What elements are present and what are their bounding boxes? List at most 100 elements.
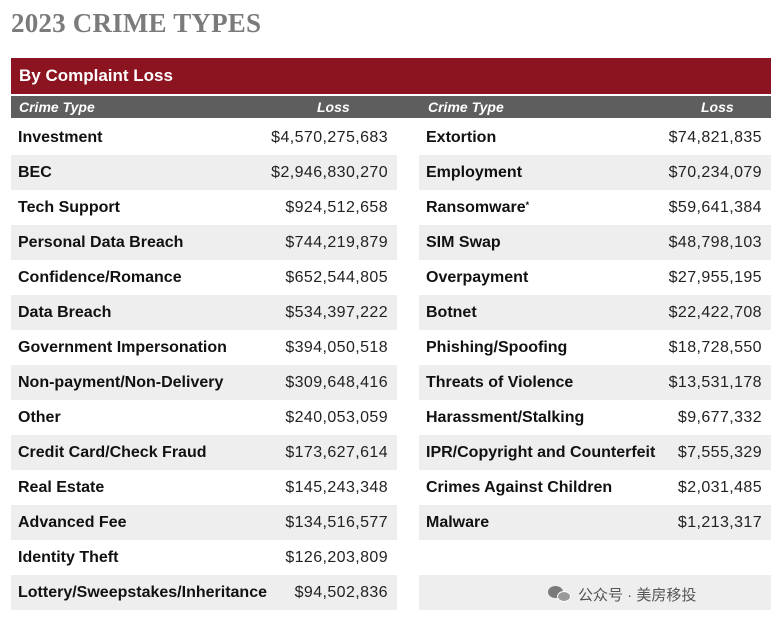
header-crime-type-left: Crime Type bbox=[19, 99, 95, 115]
crime-type-text: Other bbox=[18, 409, 61, 426]
loss-cell: $27,955,195 bbox=[668, 269, 762, 286]
crime-type-text: Confidence/Romance bbox=[18, 269, 182, 286]
table-row bbox=[419, 540, 771, 575]
loss-cell: $126,203,809 bbox=[285, 549, 388, 566]
table-row: Harassment/Stalking $9,677,332 bbox=[419, 400, 771, 435]
crime-type-cell: Real Estate bbox=[18, 470, 104, 505]
table-row: Credit Card/Check Fraud $173,627,614 bbox=[11, 435, 397, 470]
crime-type-cell: Tech Support bbox=[18, 190, 120, 225]
crime-type-text: Overpayment bbox=[426, 269, 529, 286]
table-row: Advanced Fee $134,516,577 bbox=[11, 505, 397, 540]
table-row: Ransomware* $59,641,384 bbox=[419, 190, 771, 225]
crime-type-cell: Advanced Fee bbox=[18, 505, 126, 540]
crime-type-text: Lottery/Sweepstakes/Inheritance bbox=[18, 584, 267, 601]
crime-type-text: Advanced Fee bbox=[18, 514, 127, 531]
crime-type-cell: SIM Swap bbox=[426, 225, 501, 260]
loss-cell: $59,641,384 bbox=[668, 199, 762, 216]
crime-type-text: SIM Swap bbox=[426, 234, 501, 251]
crime-type-text: Harassment/Stalking bbox=[426, 409, 585, 426]
crime-type-cell: BEC bbox=[18, 155, 52, 190]
loss-cell: $1,213,317 bbox=[677, 514, 762, 531]
crime-type-text: Credit Card/Check Fraud bbox=[18, 444, 207, 461]
loss-cell: $7,555,329 bbox=[677, 444, 762, 461]
crime-type-text: Botnet bbox=[426, 304, 477, 321]
loss-cell: $2,031,485 bbox=[677, 479, 762, 496]
crime-type-text: Investment bbox=[18, 129, 103, 146]
crime-type-text: Ransomware bbox=[426, 199, 526, 216]
table-banner: By Complaint Loss bbox=[11, 58, 771, 94]
crime-type-cell: Botnet bbox=[426, 295, 477, 330]
right-column: Extortion $74,821,835 Employment $70,234,07… bbox=[419, 120, 771, 610]
loss-cell: $652,544,805 bbox=[285, 269, 388, 286]
watermark-text: 公众号 · 美房移投 bbox=[578, 586, 697, 604]
table-row: BEC $2,946,830,270 bbox=[11, 155, 397, 190]
loss-cell: $145,243,348 bbox=[285, 479, 388, 496]
loss-cell: $18,728,550 bbox=[668, 339, 762, 356]
loss-cell: $744,219,879 bbox=[285, 234, 388, 251]
crime-type-cell: Non-payment/Non-Delivery bbox=[18, 365, 223, 400]
crime-type-text: Malware bbox=[426, 514, 490, 531]
header-loss-right: Loss bbox=[701, 99, 734, 115]
loss-cell: $9,677,332 bbox=[677, 409, 762, 426]
crime-type-cell: Data Breach bbox=[18, 295, 111, 330]
wechat-icon bbox=[548, 584, 572, 604]
footnote-mark: * bbox=[525, 200, 530, 210]
table-row: Extortion $74,821,835 bbox=[419, 120, 771, 155]
left-column: Investment $4,570,275,683 BEC $2,946,830,27… bbox=[11, 120, 397, 610]
crime-type-text: Personal Data Breach bbox=[18, 234, 184, 251]
loss-cell: $240,053,059 bbox=[285, 409, 388, 426]
loss-cell: $94,502,836 bbox=[294, 584, 388, 601]
table-row: IPR/Copyright and Counterfeit $7,555,329 bbox=[419, 435, 771, 470]
table-row: Employment $70,234,079 bbox=[419, 155, 771, 190]
table-row: Confidence/Romance $652,544,805 bbox=[11, 260, 397, 295]
header-loss-left: Loss bbox=[317, 99, 350, 115]
loss-cell: $394,050,518 bbox=[285, 339, 388, 356]
table-row: Threats of Violence $13,531,178 bbox=[419, 365, 771, 400]
loss-cell: $309,648,416 bbox=[285, 374, 388, 391]
crime-type-cell: Lottery/Sweepstakes/Inheritance bbox=[18, 575, 267, 610]
crime-type-text: Real Estate bbox=[18, 479, 105, 496]
crime-type-cell: Crimes Against Children bbox=[426, 470, 612, 505]
table-row: Identity Theft $126,203,809 bbox=[11, 540, 397, 575]
table-row: Personal Data Breach $744,219,879 bbox=[11, 225, 397, 260]
table-row: Tech Support $924,512,658 bbox=[11, 190, 397, 225]
loss-cell: $4,570,275,683 bbox=[271, 129, 388, 146]
table-row: Botnet $22,422,708 bbox=[419, 295, 771, 330]
table-row: Lottery/Sweepstakes/Inheritance $94,502,8… bbox=[11, 575, 397, 610]
loss-cell: $173,627,614 bbox=[285, 444, 388, 461]
table-row bbox=[419, 575, 771, 610]
crime-type-text: Extortion bbox=[426, 129, 497, 146]
crime-type-cell: Extortion bbox=[426, 120, 496, 155]
table-row: Data Breach $534,397,222 bbox=[11, 295, 397, 330]
crime-type-text: Crimes Against Children bbox=[426, 479, 613, 496]
loss-cell: $48,798,103 bbox=[668, 234, 762, 251]
loss-cell: $534,397,222 bbox=[285, 304, 388, 321]
crime-type-cell: Other bbox=[18, 400, 61, 435]
crime-type-cell: Overpayment bbox=[426, 260, 528, 295]
crime-type-cell: Investment bbox=[18, 120, 102, 155]
crime-type-cell: Ransomware* bbox=[426, 190, 529, 225]
crime-type-text: Non-payment/Non-Delivery bbox=[18, 374, 224, 391]
crime-type-cell: Phishing/Spoofing bbox=[426, 330, 567, 365]
table-row: Government Impersonation $394,050,518 bbox=[11, 330, 397, 365]
crime-type-cell: Credit Card/Check Fraud bbox=[18, 435, 206, 470]
crime-type-cell: Government Impersonation bbox=[18, 330, 227, 365]
table-row: Malware $1,213,317 bbox=[419, 505, 771, 540]
crime-type-text: Threats of Violence bbox=[426, 374, 574, 391]
crime-type-cell: Employment bbox=[426, 155, 522, 190]
crime-type-text: IPR/Copyright and Counterfeit bbox=[426, 444, 656, 461]
loss-cell: $13,531,178 bbox=[668, 374, 762, 391]
crime-type-text: Tech Support bbox=[18, 199, 120, 216]
loss-cell: $924,512,658 bbox=[285, 199, 388, 216]
crime-type-cell: Identity Theft bbox=[18, 540, 118, 575]
loss-cell: $22,422,708 bbox=[668, 304, 762, 321]
loss-cell: $70,234,079 bbox=[668, 164, 762, 181]
crime-type-cell: Threats of Violence bbox=[426, 365, 573, 400]
crime-type-cell: Personal Data Breach bbox=[18, 225, 183, 260]
crime-type-cell: Confidence/Romance bbox=[18, 260, 182, 295]
table-header-row: Crime Type Loss Crime Type Loss bbox=[11, 96, 771, 118]
table-row: Non-payment/Non-Delivery $309,648,416 bbox=[11, 365, 397, 400]
table-row: Crimes Against Children $2,031,485 bbox=[419, 470, 771, 505]
header-crime-type-right: Crime Type bbox=[428, 99, 504, 115]
table-row: Investment $4,570,275,683 bbox=[11, 120, 397, 155]
